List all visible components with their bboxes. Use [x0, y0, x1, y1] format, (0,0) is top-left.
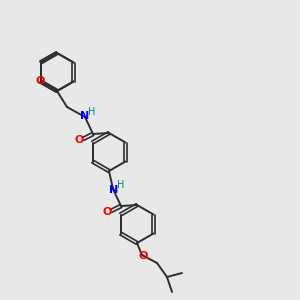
- Text: N: N: [80, 111, 90, 121]
- Text: H: H: [88, 107, 96, 117]
- Text: O: O: [138, 251, 148, 261]
- Text: O: O: [102, 207, 112, 217]
- Text: O: O: [74, 135, 84, 145]
- Text: O: O: [36, 76, 45, 86]
- Text: N: N: [110, 185, 118, 195]
- Text: H: H: [117, 180, 125, 190]
